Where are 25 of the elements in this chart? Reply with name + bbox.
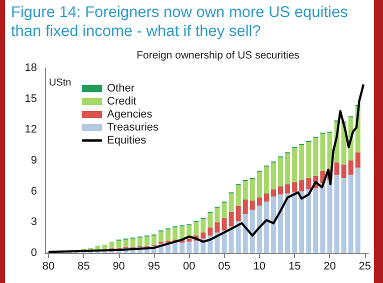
x-tick-label: 90: [112, 260, 125, 272]
y-tick-label: 3: [30, 216, 37, 228]
legend-label: Agencies: [107, 108, 153, 120]
chart-subtitle: Foreign ownership of US securities: [136, 50, 300, 62]
chart-title: Figure 14: Foreigners now own more US equities than fixed income - what if they sell?: [11, 3, 349, 41]
legend-label: Other: [107, 82, 135, 94]
legend-label: Credit: [107, 96, 136, 108]
x-tick-label: 95: [148, 260, 160, 272]
y-tick-label: 0: [30, 247, 37, 259]
x-tick-label: 10: [253, 260, 266, 272]
y-tick-label: 9: [30, 154, 37, 166]
y-axis-title: UStn: [49, 78, 72, 88]
y-tick-label: 6: [30, 185, 37, 198]
legend-label: Equities: [107, 134, 147, 146]
y-tick-label: 15: [24, 92, 37, 105]
x-tick-label: 80: [42, 260, 55, 272]
legend-label: Treasuries: [107, 122, 160, 134]
x-tick-label: 15: [288, 260, 301, 272]
x-tick-label: 20: [324, 260, 336, 272]
x-tick-label: 05: [218, 260, 230, 272]
x-tick-label: 00: [183, 260, 196, 272]
y-tick-label: 12: [24, 124, 37, 136]
x-tick-label: 25: [358, 260, 372, 272]
y-tick-label: 18: [24, 62, 37, 74]
x-tick-label: 85: [78, 260, 90, 272]
